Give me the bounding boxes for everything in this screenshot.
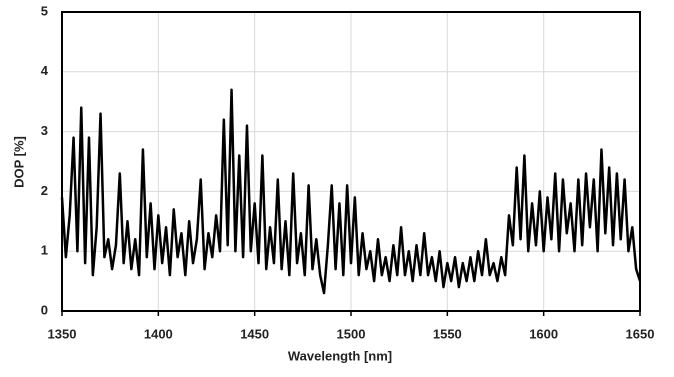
x-tick-label: 1550 — [433, 326, 462, 341]
y-tick-label: 3 — [41, 123, 48, 138]
x-tick-label: 1400 — [144, 326, 173, 341]
y-tick-label: 1 — [41, 243, 48, 258]
data-line — [60, 88, 642, 295]
plot-frame — [61, 11, 641, 312]
x-tick-label: 1450 — [240, 326, 269, 341]
x-tick-label: 1500 — [337, 326, 366, 341]
y-tick-label: 4 — [41, 63, 49, 78]
x-tick-label: 1650 — [626, 326, 655, 341]
x-axis-label: Wavelength [nm] — [288, 348, 392, 363]
y-tick-label: 0 — [41, 302, 48, 317]
y-tick-label: 2 — [41, 183, 48, 198]
y-tick-label: 5 — [41, 3, 48, 18]
x-tick-label: 1600 — [529, 326, 558, 341]
y-axis-label: DOP [%] — [11, 136, 26, 188]
x-tick-label: 1350 — [48, 326, 77, 341]
